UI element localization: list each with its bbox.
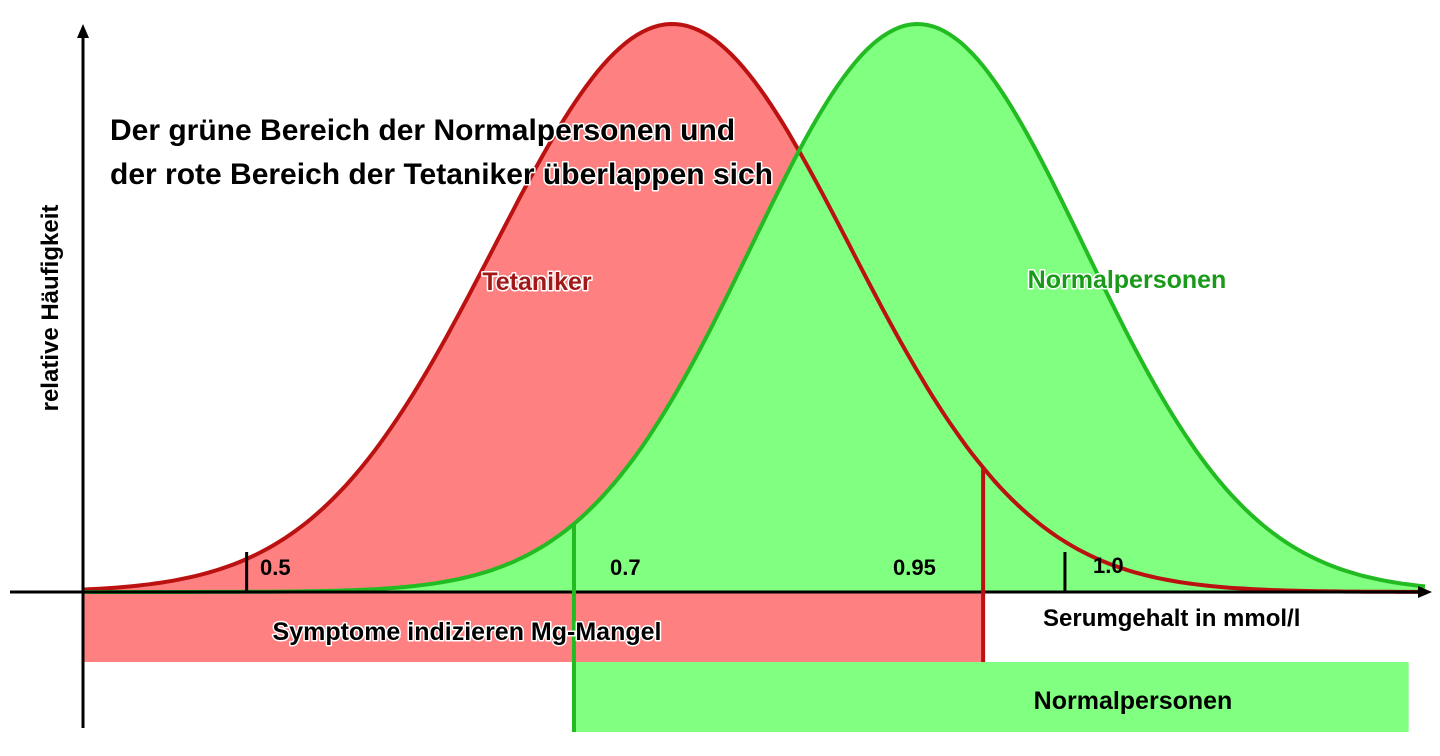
- marker-label-0-7: 0.7: [610, 555, 641, 580]
- band-label-normalpersonen: Normalpersonen: [1034, 687, 1233, 715]
- band-symptome-indizieren-mg-mangel: [83, 592, 984, 662]
- y-axis-label: relative Häufigkeit: [37, 205, 64, 412]
- x-tick-label-1-0: 1.0: [1093, 553, 1124, 578]
- series-label-normalpersonen: Normalpersonen: [1028, 266, 1227, 294]
- x-tick-label-0-5: 0.5: [260, 555, 291, 580]
- x-axis-arrow: [1418, 586, 1432, 598]
- chart-title-line-2: der rote Bereich der Tetaniker überlappe…: [110, 158, 773, 191]
- curve-tetaniker: [82, 21, 1425, 594]
- area-normalpersonen: [83, 24, 1425, 592]
- band-label-mg-mangel: Symptome indizieren Mg-Mangel: [273, 618, 662, 646]
- marker-label-0-95: 0.95: [893, 555, 936, 580]
- chart-title-line-1: Der grüne Bereich der Normalpersonen und: [110, 114, 735, 147]
- series-label-tetaniker: Tetaniker: [482, 268, 592, 296]
- y-axis-arrow: [77, 24, 89, 38]
- band-normalpersonen: [573, 662, 1409, 732]
- x-axis-label: Serumgehalt in mmol/l: [1043, 605, 1300, 632]
